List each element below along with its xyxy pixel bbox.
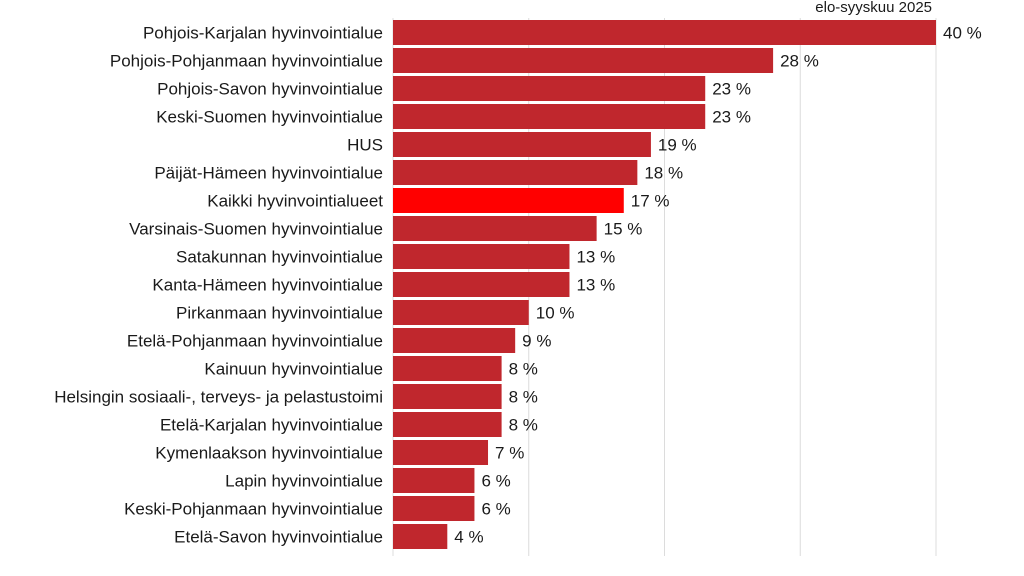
bar [393, 244, 570, 269]
bars [393, 20, 936, 549]
bar [393, 356, 502, 381]
value-label: 4 % [454, 528, 483, 547]
category-label: Varsinais-Suomen hyvinvointialue [129, 220, 383, 239]
category-labels: Pohjois-Karjalan hyvinvointialue Pohjois-… [54, 24, 383, 547]
value-labels: 40 % 28 % 23 % 23 % 19 % 18 % 17 % 15 % 13 % 13 %… [454, 24, 981, 547]
value-label: 7 % [495, 444, 524, 463]
value-label: 6 % [481, 472, 510, 491]
bar [393, 104, 706, 129]
bar [393, 300, 529, 325]
bar [393, 412, 502, 437]
category-label: Pohjois-Savon hyvinvointialue [157, 80, 383, 99]
category-label: Pirkanmaan hyvinvointialue [176, 304, 383, 323]
category-label: Satakunnan hyvinvointialue [176, 248, 383, 267]
category-label: Kanta-Hämeen hyvinvointialue [152, 276, 383, 295]
bar [393, 496, 475, 521]
value-label: 19 % [658, 136, 697, 155]
bar [393, 468, 475, 493]
value-label: 10 % [536, 304, 575, 323]
value-label: 28 % [780, 52, 819, 71]
category-label: Etelä-Karjalan hyvinvointialue [160, 416, 383, 435]
category-label: Lapin hyvinvointialue [225, 472, 383, 491]
series-label: elo-syyskuu 2025 [815, 0, 932, 16]
bar [393, 524, 448, 549]
value-label: 18 % [644, 164, 683, 183]
bar [393, 132, 651, 157]
category-label: Helsingin sosiaali-, terveys- ja pelastu… [54, 388, 383, 407]
category-label: HUS [347, 136, 383, 155]
category-label: Pohjois-Pohjanmaan hyvinvointialue [110, 52, 383, 71]
value-label: 15 % [604, 220, 643, 239]
value-label: 6 % [481, 500, 510, 519]
category-label: Etelä-Pohjanmaan hyvinvointialue [127, 332, 383, 351]
bar [393, 48, 774, 73]
bar [393, 328, 516, 353]
value-label: 23 % [712, 108, 751, 127]
category-label: Pohjois-Karjalan hyvinvointialue [143, 24, 383, 43]
value-label: 8 % [509, 416, 538, 435]
category-label: Keski-Pohjanmaan hyvinvointialue [124, 500, 383, 519]
category-label: Kaikki hyvinvointialueet [207, 192, 383, 211]
value-label: 9 % [522, 332, 551, 351]
value-label: 13 % [576, 276, 615, 295]
bar [393, 160, 638, 185]
bar [393, 76, 706, 101]
category-label: Keski-Suomen hyvinvointialue [156, 108, 383, 127]
value-label: 23 % [712, 80, 751, 99]
value-label: 40 % [943, 24, 982, 43]
bar [393, 216, 597, 241]
bar [393, 20, 936, 45]
value-label: 13 % [576, 248, 615, 267]
bar [393, 272, 570, 297]
category-label: Päijät-Hämeen hyvinvointialue [154, 164, 383, 183]
category-label: Kymenlaakson hyvinvointialue [155, 444, 383, 463]
value-label: 17 % [631, 192, 670, 211]
category-label: Etelä-Savon hyvinvointialue [174, 528, 383, 547]
bar [393, 384, 502, 409]
value-label: 8 % [509, 388, 538, 407]
category-label: Kainuun hyvinvointialue [204, 360, 383, 379]
bar [393, 440, 489, 465]
value-label: 8 % [509, 360, 538, 379]
bar [393, 188, 624, 213]
